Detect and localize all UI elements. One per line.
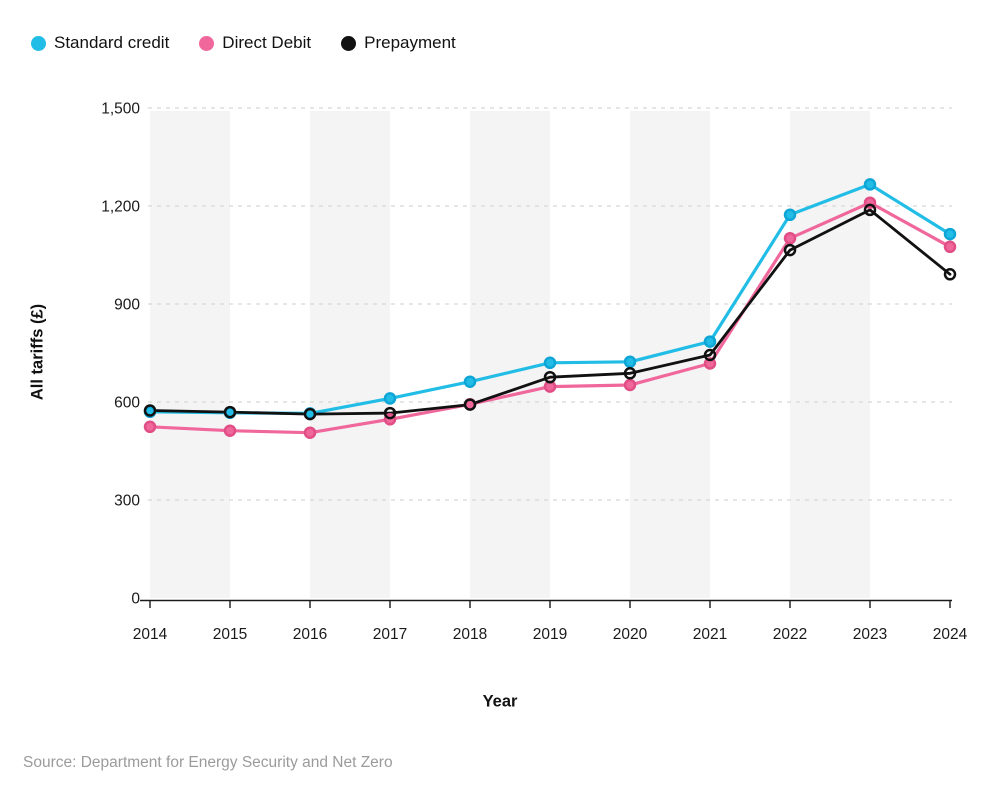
legend-dot-standard-credit-icon xyxy=(31,35,46,51)
x-tick-label-2017: 2017 xyxy=(373,626,407,643)
legend-label-direct-debit: Direct Debit xyxy=(222,33,312,52)
x-tick-label-2022: 2022 xyxy=(773,626,807,643)
y-tick-label-600: 600 xyxy=(114,395,140,412)
marker-standard-credit-2017 xyxy=(383,392,397,405)
marker-prepayment-2015 xyxy=(223,405,237,419)
marker-prepayment-2022 xyxy=(783,243,797,257)
marker-prepayment-2023 xyxy=(863,203,877,217)
legend-item-standard-credit: Standard credit xyxy=(31,33,169,53)
marker-direct-debit-2021 xyxy=(703,357,717,370)
marker-prepayment-2017 xyxy=(383,406,397,420)
marker-direct-debit-2014 xyxy=(143,420,157,434)
legend-dot-direct-debit-icon xyxy=(199,35,215,51)
marker-standard-credit-2018 xyxy=(463,375,477,388)
marker-direct-debit-2022 xyxy=(783,232,797,245)
marker-direct-debit-2024 xyxy=(943,240,957,254)
x-tick-label-2024: 2024 xyxy=(933,626,968,643)
legend-label-prepayment: Prepayment xyxy=(364,33,456,52)
line-chart: 0 300 600 900 1,200 1,500 2014 2015 2016 2017 2018… xyxy=(101,101,968,644)
x-tick-label-2020: 2020 xyxy=(613,626,648,643)
x-axis-title: Year xyxy=(482,692,518,711)
marker-standard-credit-2022 xyxy=(783,208,797,222)
marker-prepayment-2024 xyxy=(943,268,957,281)
legend: Standard credit Direct Debit Prepayment xyxy=(31,33,456,53)
y-tick-label-300: 300 xyxy=(114,493,140,510)
x-tick-label-2016: 2016 xyxy=(293,626,327,643)
marker-prepayment-2019 xyxy=(543,370,557,384)
marker-standard-credit-2024 xyxy=(943,227,957,241)
x-tick-label-2018: 2018 xyxy=(453,626,487,643)
marker-direct-debit-2020 xyxy=(623,378,637,392)
background-band-2022 xyxy=(790,111,870,598)
y-tick-label-1500: 1,500 xyxy=(101,101,140,118)
legend-item-direct-debit: Direct Debit xyxy=(199,33,311,53)
marker-prepayment-2020 xyxy=(623,367,637,380)
y-tick-label-900: 900 xyxy=(114,297,140,314)
background-band-2020 xyxy=(630,111,710,598)
background-band-2016 xyxy=(310,111,390,598)
marker-standard-credit-2020 xyxy=(623,355,637,369)
marker-standard-credit-2019 xyxy=(543,356,557,370)
x-tick-label-2014: 2014 xyxy=(133,626,168,643)
series-line-prepayment xyxy=(148,208,952,416)
y-tick-label-0: 0 xyxy=(131,591,140,608)
marker-standard-credit-2023 xyxy=(863,178,877,191)
marker-prepayment-2014 xyxy=(143,404,157,417)
legend-label-standard-credit: Standard credit xyxy=(54,33,170,52)
marker-direct-debit-2016 xyxy=(303,426,317,439)
background-band-2014 xyxy=(150,111,230,598)
y-tick-label-1200: 1,200 xyxy=(101,199,140,216)
marker-standard-credit-2021 xyxy=(703,335,717,348)
x-tick-label-2021: 2021 xyxy=(693,626,727,643)
x-tick-label-2019: 2019 xyxy=(533,626,567,643)
marker-direct-debit-2015 xyxy=(223,424,237,437)
marker-prepayment-2016 xyxy=(303,407,317,421)
source-note: Source: Department for Energy Security a… xyxy=(23,754,393,771)
background-band-2018 xyxy=(470,111,550,598)
x-tick-label-2023: 2023 xyxy=(853,626,887,643)
x-tick-label-2015: 2015 xyxy=(213,626,247,643)
marker-prepayment-2021 xyxy=(703,348,717,362)
legend-item-prepayment: Prepayment xyxy=(341,33,456,53)
marker-prepayment-2018 xyxy=(463,398,477,411)
legend-dot-prepayment-icon xyxy=(341,35,357,51)
